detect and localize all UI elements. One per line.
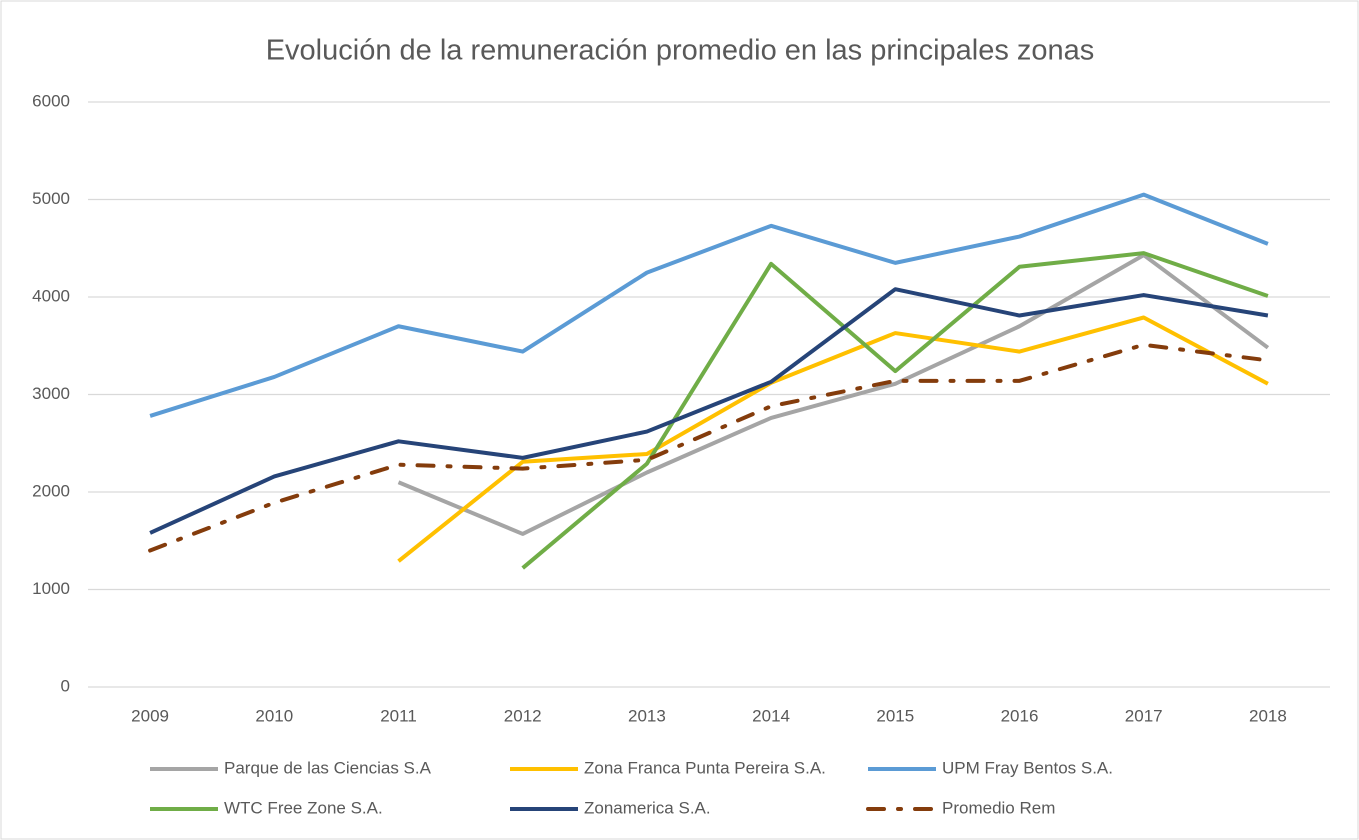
x-tick-label: 2018 [1249, 706, 1287, 725]
y-tick-label: 1000 [32, 579, 70, 598]
y-tick-label: 2000 [32, 481, 70, 500]
x-tick-label: 2012 [504, 706, 542, 725]
x-tick-label: 2013 [628, 706, 666, 725]
series-line [148, 342, 1270, 553]
x-tick-label: 2016 [1001, 706, 1039, 725]
y-tick-label: 3000 [32, 384, 70, 403]
series-line [397, 253, 1270, 536]
legend-label: Zonamerica S.A. [584, 798, 711, 817]
series-line [521, 251, 1269, 570]
legend-label: UPM Fray Bentos S.A. [942, 758, 1113, 777]
series-line [397, 315, 1269, 563]
series-line [149, 192, 1269, 418]
legend-label: Promedio Rem [942, 798, 1055, 817]
x-tick-label: 2015 [876, 706, 914, 725]
x-tick-label: 2009 [131, 706, 169, 725]
y-tick-label: 6000 [32, 91, 70, 110]
legend-label: WTC Free Zone S.A. [224, 798, 383, 817]
x-tick-label: 2014 [752, 706, 790, 725]
y-tick-label: 0 [61, 676, 70, 695]
x-tick-label: 2011 [380, 706, 417, 725]
legend-label: Zona Franca Punta Pereira S.A. [584, 758, 826, 777]
chart-title: Evolución de la remuneración promedio en… [266, 35, 1095, 67]
legend-label: Parque de las Ciencias S.A [224, 758, 432, 777]
y-tick-label: 5000 [32, 189, 70, 208]
x-tick-label: 2010 [255, 706, 293, 725]
x-tick-label: 2017 [1125, 706, 1163, 725]
y-tick-label: 4000 [32, 286, 70, 305]
series-line [149, 287, 1269, 535]
